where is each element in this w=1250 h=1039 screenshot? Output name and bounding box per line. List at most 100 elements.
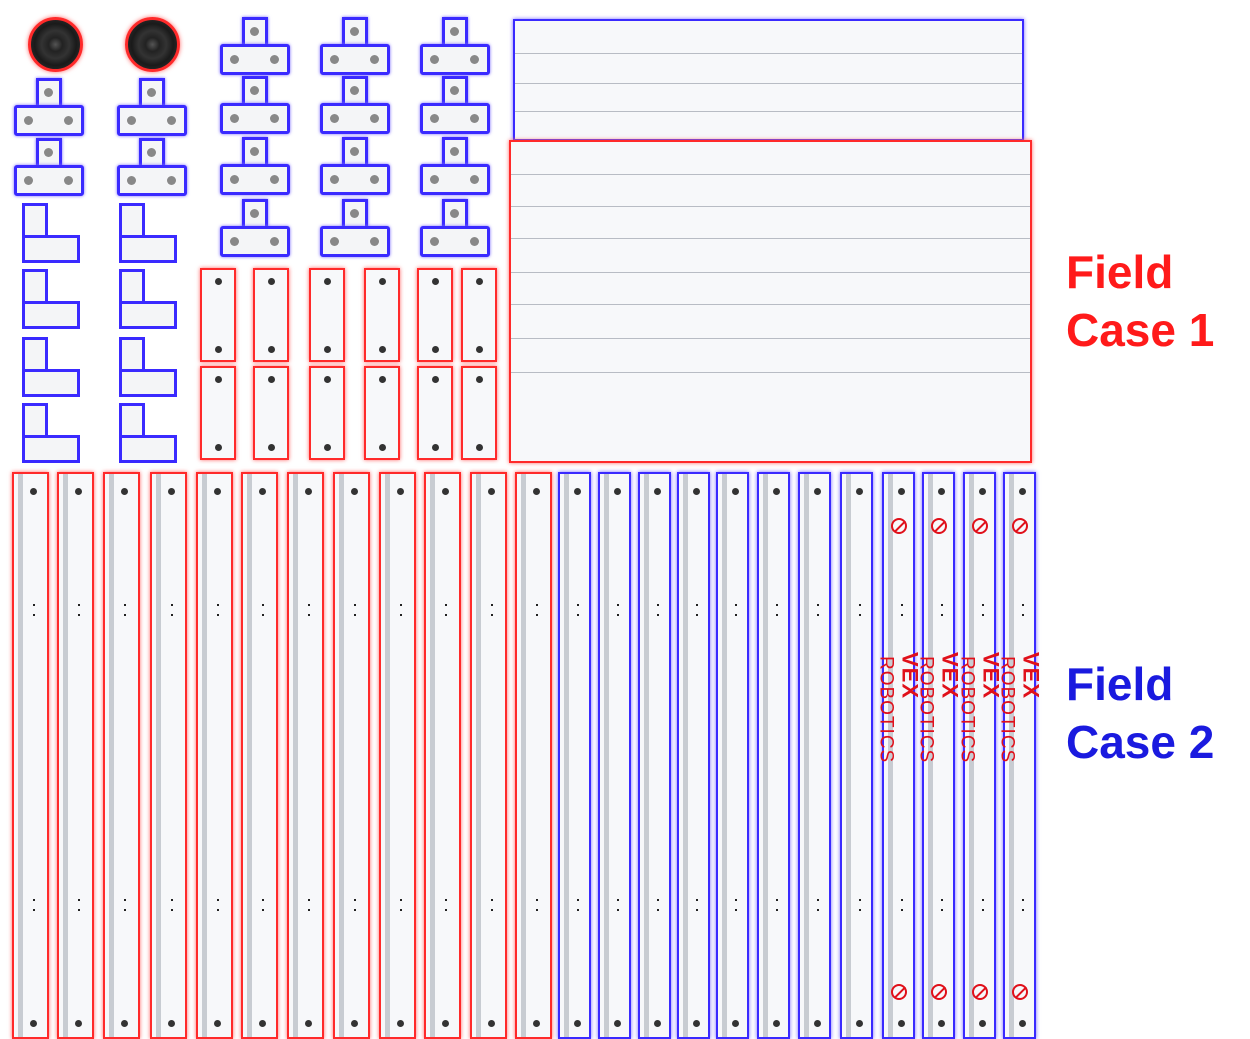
long-rail — [757, 472, 790, 1039]
rail-edge — [476, 474, 481, 1037]
mount-hole — [432, 444, 439, 451]
mount-hole — [250, 86, 259, 95]
mount-dot — [490, 899, 493, 901]
short-post — [309, 366, 345, 460]
long-rail — [103, 472, 140, 1039]
rail-edge — [293, 474, 298, 1037]
mount-dot — [123, 614, 126, 616]
vex-robotics-logo: VEX ROBOTICS — [996, 652, 1044, 763]
no-climbing-icon — [971, 984, 988, 1000]
mount-hole — [324, 444, 331, 451]
long-rail — [840, 472, 873, 1039]
l-bracket — [115, 403, 177, 467]
field-case-1-line2: Case 1 — [1066, 304, 1215, 356]
long-rail-logo: VEX ROBOTICS — [876, 472, 923, 1039]
rail-edge — [385, 474, 390, 1037]
t-bracket — [420, 76, 490, 134]
mount-hole — [532, 488, 540, 495]
field-case-2-line1: Field — [1066, 658, 1174, 710]
panel-seam — [515, 53, 1022, 54]
l-bracket-horizontal — [119, 369, 177, 397]
mount-hole — [350, 86, 359, 95]
mount-hole — [692, 488, 700, 495]
mount-dot — [490, 614, 493, 616]
long-rail — [287, 472, 324, 1039]
mount-hole — [573, 488, 581, 495]
mount-hole — [250, 209, 259, 218]
mount-hole — [396, 1020, 404, 1027]
rail-edge — [969, 474, 974, 1037]
short-post — [200, 366, 236, 460]
l-bracket — [18, 403, 80, 467]
mount-dot — [123, 899, 126, 901]
panel-seam — [511, 272, 1030, 273]
mount-hole — [167, 176, 176, 185]
mount-dot — [77, 909, 80, 911]
mount-hole — [64, 176, 73, 185]
mount-dot — [444, 614, 447, 616]
mount-hole — [215, 346, 222, 353]
mount-hole — [379, 346, 386, 353]
logo-sub: ROBOTICS — [956, 656, 978, 764]
mount-hole — [270, 175, 279, 184]
mount-dot — [170, 909, 173, 911]
l-bracket-horizontal — [22, 435, 80, 463]
mount-dot — [399, 604, 402, 606]
t-bracket-stem — [442, 17, 468, 47]
mount-hole — [250, 27, 259, 36]
mount-hole — [432, 278, 439, 285]
no-climbing-icon — [930, 984, 947, 1000]
mount-hole — [74, 1020, 82, 1027]
mount-dot — [307, 909, 310, 911]
mount-hole — [270, 237, 279, 246]
mount-dot — [490, 909, 493, 911]
long-rail — [196, 472, 233, 1039]
mount-dot — [444, 899, 447, 901]
mount-dot — [353, 899, 356, 901]
mount-hole — [450, 209, 459, 218]
mount-hole — [324, 278, 331, 285]
mount-hole — [487, 488, 495, 495]
mount-hole — [370, 55, 379, 64]
panel-seam — [511, 372, 1030, 373]
mount-hole — [120, 1020, 128, 1027]
t-bracket — [320, 137, 390, 195]
wall-panel-case1 — [509, 140, 1032, 463]
mount-hole — [613, 1020, 621, 1027]
mount-dot — [734, 899, 737, 901]
mount-dot — [32, 909, 35, 911]
mount-dot — [353, 614, 356, 616]
mount-dot — [816, 614, 819, 616]
t-bracket — [420, 137, 490, 195]
mount-hole — [127, 116, 136, 125]
rail-edge — [339, 474, 344, 1037]
mount-hole — [432, 376, 439, 383]
rail-edge — [521, 474, 526, 1037]
mount-hole — [379, 278, 386, 285]
mount-dot — [216, 604, 219, 606]
mount-hole — [268, 444, 275, 451]
mount-dot — [490, 604, 493, 606]
long-rail — [638, 472, 671, 1039]
mount-hole — [692, 1020, 700, 1027]
panel-seam — [515, 83, 1022, 84]
long-rail — [716, 472, 749, 1039]
mount-hole — [731, 488, 739, 495]
mount-hole — [470, 175, 479, 184]
panel-seam — [511, 304, 1030, 305]
mount-hole — [470, 55, 479, 64]
long-rail — [424, 472, 461, 1039]
mount-hole — [613, 488, 621, 495]
mount-hole — [476, 444, 483, 451]
mount-dot — [535, 899, 538, 901]
mount-dot — [1021, 899, 1024, 901]
t-bracket — [117, 78, 187, 136]
mount-hole — [167, 488, 175, 495]
short-post — [417, 366, 453, 460]
logo-brand: VEX — [978, 652, 1004, 700]
l-bracket — [18, 337, 80, 401]
mount-dot — [307, 604, 310, 606]
mount-hole — [230, 237, 239, 246]
mount-hole — [379, 376, 386, 383]
rail-edge — [109, 474, 114, 1037]
